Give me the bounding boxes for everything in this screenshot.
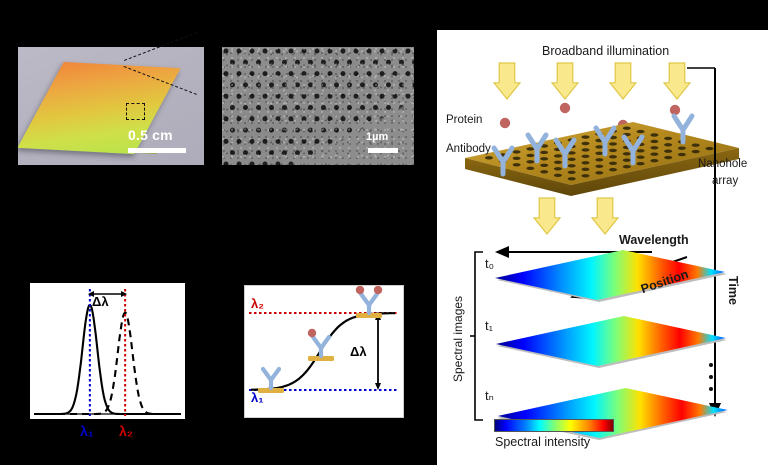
- binding-curve-plot: [249, 286, 397, 393]
- sem-scale-bar-icon: [368, 148, 398, 153]
- sem-scale-bar-label: 1µm: [366, 131, 389, 143]
- scale-bar-icon: [128, 148, 186, 153]
- delta-lambda-label: Δλ: [92, 294, 109, 309]
- wavelength-axis-label: Wavelength: [619, 233, 689, 247]
- lambda2-label-binding: λ₂: [251, 296, 265, 311]
- nanohole-chip-photograph: 0.5 cm: [18, 47, 204, 165]
- sem-nanohole-lattice: [223, 48, 414, 165]
- time-axis-label: Time: [726, 276, 740, 305]
- spectrum-plot: [30, 283, 185, 419]
- antibody-label: Antibody: [446, 143, 491, 155]
- nanohole-array-3d: [465, 122, 739, 196]
- scale-bar-label: 0.5 cm: [128, 127, 173, 143]
- spectral-images-bracket: [474, 251, 483, 421]
- transmission-spectrum-panel: Δλ λ₁ λ₂: [30, 283, 185, 458]
- lambda2-label: λ₂: [119, 423, 134, 439]
- nanohole-array-label-line1: Nanohole: [698, 158, 748, 170]
- sensing-schematic-panel: Broadband illumination: [437, 30, 768, 465]
- lambda1-label: λ₁: [80, 423, 94, 439]
- lambda1-label-binding: λ₁: [251, 390, 264, 405]
- delta-lambda-label-binding: Δλ: [350, 344, 367, 359]
- protein-label: Protein: [446, 114, 483, 126]
- timepoint-label-t0: t₀: [485, 256, 495, 271]
- sem-grain-texture: [222, 47, 414, 165]
- callout-box-icon: [126, 103, 145, 120]
- colorbar: [494, 419, 614, 432]
- colorbar-label: Spectral intensity: [495, 435, 591, 449]
- spectral-images-label: Spectral images: [451, 295, 465, 382]
- timepoint-label-t1: t₁: [485, 318, 493, 333]
- ellipsis-icon: [709, 355, 713, 399]
- timepoint-label-tn: tₙ: [485, 388, 494, 403]
- broadband-illumination-label: Broadband illumination: [542, 44, 670, 58]
- binding-curve-panel: Δλ λ₂ λ₁: [244, 285, 404, 418]
- nanohole-array-label-line2: array: [712, 175, 739, 187]
- sem-micrograph-nanohole-array: 1µm: [222, 47, 414, 165]
